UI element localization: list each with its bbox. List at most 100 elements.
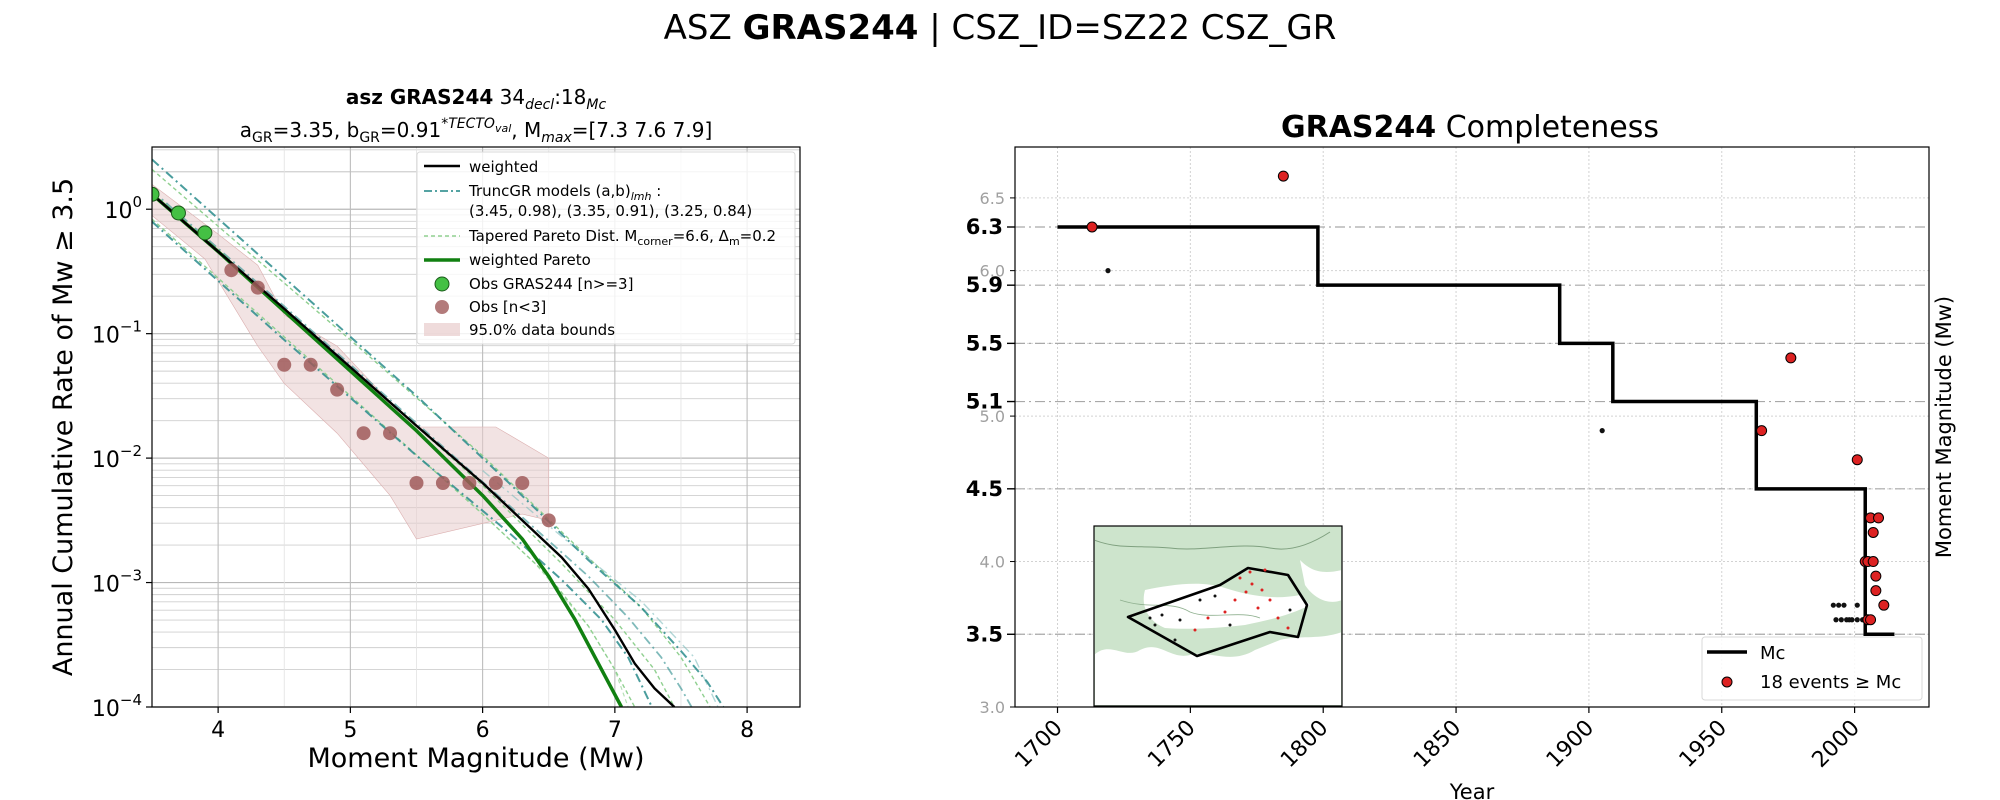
legend-label-obs-big: Obs GRAS244 [n>=3] bbox=[469, 275, 633, 293]
left-y-tick-label: 10−1 bbox=[92, 318, 142, 349]
left-chart-panel: asz GRAS244 34decl:18Mc aGR=3.35, bGR=0.… bbox=[48, 85, 801, 774]
small-event-point bbox=[1838, 617, 1844, 623]
right-y-tick-label-major: 3.5 bbox=[966, 622, 1003, 646]
left-x-tick-label: 5 bbox=[343, 718, 357, 743]
inset-small-event-dot bbox=[1198, 598, 1202, 602]
right-x-tick-label: 1700 bbox=[1010, 716, 1067, 773]
left-chart-title-line2: aGR=3.35, bGR=0.91*TECTOval, Mmax=[7.3 7… bbox=[240, 116, 713, 146]
inset-event-dot bbox=[1248, 570, 1252, 574]
right-legend-box bbox=[1701, 636, 1923, 701]
event-point bbox=[1086, 221, 1098, 233]
event-point bbox=[1785, 352, 1797, 364]
right-x-tick-label: 1950 bbox=[1675, 716, 1732, 773]
small-event-point bbox=[1833, 617, 1839, 623]
right-y-axis-label: Moment Magnitude (Mw) bbox=[1932, 296, 1956, 558]
legend-label-truncgr-values: (3.45, 0.98), (3.35, 0.91), (3.25, 0.84) bbox=[469, 202, 752, 220]
inset-small-event-dot bbox=[1148, 616, 1152, 620]
left-y-tick-label: 10−4 bbox=[92, 691, 142, 722]
left-y-tick-label: 10−3 bbox=[92, 567, 142, 598]
obs-small-point bbox=[250, 280, 265, 295]
event-point bbox=[1867, 526, 1879, 538]
obs-small-point bbox=[541, 513, 556, 528]
left-x-tick-label: 4 bbox=[211, 718, 225, 743]
legend-swatch-bounds bbox=[424, 323, 460, 336]
event-point bbox=[1878, 599, 1890, 611]
left-y-tick-label: 100 bbox=[104, 193, 142, 224]
left-x-tick-label: 6 bbox=[476, 718, 490, 743]
event-point bbox=[1277, 170, 1289, 182]
series-truncgr-low bbox=[152, 220, 653, 707]
legend-swatch-events bbox=[1721, 676, 1733, 688]
legend-label-bounds: 95.0% data bounds bbox=[469, 321, 615, 339]
left-y-axis-label: Annual Cumulative Rate of Mw ≥ 3.5 bbox=[48, 178, 79, 676]
inset-event-dot bbox=[1268, 598, 1272, 602]
right-x-axis-label: Year bbox=[1449, 780, 1495, 800]
inset-map-sea-gulf bbox=[1143, 583, 1310, 629]
inset-event-dot bbox=[1206, 616, 1210, 620]
obs-small-point bbox=[488, 476, 503, 490]
legend-label-obs-small: Obs [n<3] bbox=[469, 298, 546, 316]
left-data-layer bbox=[152, 158, 725, 707]
inset-event-dot bbox=[1260, 588, 1264, 592]
event-point bbox=[1870, 585, 1882, 597]
right-legend: Mc 18 events ≥ Mc bbox=[1701, 636, 1923, 701]
small-event-point bbox=[1854, 602, 1860, 608]
right-axes-frame bbox=[1014, 146, 1930, 708]
obs-small-point bbox=[383, 426, 398, 441]
right-y-tick-label-major: 6.3 bbox=[966, 215, 1003, 239]
legend-label-mc: Mc bbox=[1760, 643, 1785, 664]
inset-map-sea-north bbox=[1300, 560, 1341, 602]
right-chart-panel: GRAS244 Completeness 1700 1750 1800 1850 190… bbox=[966, 110, 1956, 800]
event-point bbox=[1867, 556, 1879, 568]
inset-small-event-dot bbox=[1178, 618, 1182, 622]
obs-small-point bbox=[435, 476, 450, 490]
inset-small-event-dot bbox=[1160, 613, 1164, 617]
right-y-tick-label-minor: 6.0 bbox=[980, 262, 1005, 281]
obs-small-point bbox=[356, 426, 371, 441]
left-ticks: 4 5 6 7 8 100 10−1 10−2 10−3 10−4 bbox=[92, 193, 754, 743]
small-event-point bbox=[1844, 617, 1850, 623]
legend-swatch-obs-big bbox=[434, 276, 450, 292]
obs-small-point bbox=[330, 382, 345, 397]
suptitle-prefix: ASZ bbox=[663, 8, 743, 48]
inset-event-dot bbox=[1250, 582, 1254, 586]
inset-event-dot bbox=[1263, 568, 1267, 572]
small-event-point bbox=[1841, 602, 1847, 608]
right-x-tick-label: 1850 bbox=[1409, 716, 1466, 773]
left-legend: weighted TruncGR models (a,b)lmh : (3.45… bbox=[416, 151, 796, 345]
left-axes-frame bbox=[151, 146, 801, 708]
left-x-axis-label: Moment Magnitude (Mw) bbox=[307, 743, 644, 774]
inset-event-dot bbox=[1256, 606, 1260, 610]
inset-event-dot bbox=[1276, 616, 1280, 620]
right-y-tick-label-minor: 3.0 bbox=[980, 698, 1005, 717]
suptitle-suffix: | CSZ_ID=SZ22 CSZ_GR bbox=[918, 8, 1337, 48]
legend-label-tapered: Tapered Pareto Dist. Mcorner=6.6, Δm=0.2 bbox=[468, 227, 776, 248]
small-event-point bbox=[1599, 428, 1605, 434]
series-truncgr-high bbox=[152, 158, 725, 707]
inset-event-dot bbox=[1238, 576, 1242, 580]
inset-event-dot bbox=[1244, 590, 1248, 594]
inset-map-sea-south bbox=[1095, 632, 1341, 705]
obs-small-point bbox=[515, 476, 530, 490]
inset-small-event-dot bbox=[1173, 638, 1177, 642]
right-y-tick-label-major: 5.9 bbox=[966, 273, 1003, 297]
inset-small-event-dot bbox=[1288, 608, 1292, 612]
left-x-tick-label: 7 bbox=[608, 718, 622, 743]
inset-event-dot bbox=[1223, 610, 1227, 614]
obs-big-point bbox=[170, 205, 186, 221]
legend-label-truncgr: TruncGR models (a,b)lmh : bbox=[468, 182, 661, 203]
right-y-tick-label-minor: 4.0 bbox=[980, 553, 1005, 572]
mc-step-line bbox=[1057, 225, 1895, 637]
inset-map-frame bbox=[1093, 525, 1343, 707]
inset-map bbox=[1093, 525, 1343, 707]
event-point bbox=[1865, 614, 1877, 626]
legend-label-weighted-pareto: weighted Pareto bbox=[469, 251, 591, 269]
right-chart-title: GRAS244 Completeness bbox=[1281, 110, 1659, 145]
small-event-point bbox=[1836, 602, 1842, 608]
obs-small-point bbox=[224, 263, 239, 278]
inset-small-event-dot bbox=[1228, 623, 1232, 627]
right-x-tick-label: 1800 bbox=[1276, 716, 1333, 773]
right-x-tick-label: 2000 bbox=[1808, 716, 1865, 773]
obs-small-point bbox=[303, 357, 318, 372]
inset-event-dot bbox=[1286, 626, 1290, 630]
